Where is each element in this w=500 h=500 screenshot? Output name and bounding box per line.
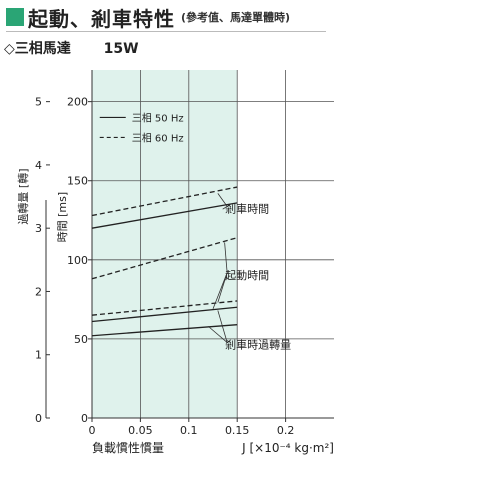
annotation-leader [212, 272, 228, 310]
title-marker-icon [6, 8, 24, 26]
series-line [91, 186, 238, 217]
y-overrun-tick-label: 0 [35, 412, 42, 425]
header-divider [6, 31, 326, 32]
annotation-label: 剎車時過轉量 [225, 337, 291, 351]
y-overrun-tick-label: 4 [35, 159, 42, 172]
legend-label: 三相 50 Hz [132, 111, 184, 124]
y-time-axis-label: 時間 [ms] [56, 192, 69, 243]
legend-label: 三相 60 Hz [132, 131, 184, 144]
annotation-leader [222, 206, 228, 210]
header: 起動、剎車特性 (參考值、馬達單體時) [6, 4, 291, 31]
annotation-leader [217, 193, 228, 207]
x-tick-label: 0.1 [180, 424, 198, 437]
annotation-leader [207, 325, 228, 343]
y-overrun-tick-label: 3 [35, 222, 42, 235]
annotation-label: 剎車時間 [225, 201, 269, 215]
y-time-tick-label: 150 [67, 175, 88, 188]
annotation-leader [217, 310, 228, 343]
y-time-tick-label: 0 [81, 412, 88, 425]
x-axis-label-left: 負載慣性慣量 [92, 440, 164, 455]
subheader: ◇三相馬達 15W [4, 38, 139, 58]
y-time-tick-label: 50 [74, 333, 88, 346]
page-subtitle: (參考值、馬達單體時) [181, 11, 291, 24]
series-line [91, 300, 238, 316]
series-line [91, 237, 238, 280]
y-overrun-tick-label: 1 [35, 349, 42, 362]
series-line [91, 306, 238, 323]
y-overrun-tick-label: 2 [35, 285, 42, 298]
series-line [91, 324, 238, 337]
y-time-tick-label: 100 [67, 254, 88, 267]
y-time-tick-label: 200 [67, 96, 88, 109]
x-tick-label: 0.05 [128, 424, 153, 437]
x-axis-label-right: J [×10⁻⁴ kg·m²] [241, 441, 334, 455]
annotation-label: 起動時間 [225, 268, 269, 282]
y-overrun-axis-label: 過轉量 [轉] [17, 168, 30, 224]
x-tick-label: 0.2 [277, 424, 295, 437]
motor-power: 15W [103, 41, 139, 57]
x-tick-label: 0 [89, 424, 96, 437]
annotation-leader [224, 242, 228, 273]
y-overrun-tick-label: 5 [35, 96, 42, 109]
x-tick-label: 0.15 [225, 424, 250, 437]
motor-type: ◇三相馬達 [4, 41, 71, 57]
series-line [91, 202, 238, 229]
plot-shaded-region [92, 70, 238, 418]
page-title: 起動、剎車特性 [28, 6, 175, 31]
